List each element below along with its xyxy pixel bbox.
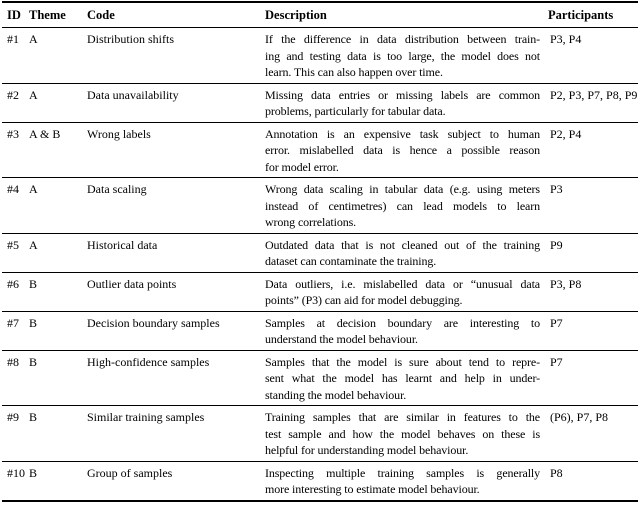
table-row: #10 B Group of samples Inspecting multiple …: [2, 462, 638, 500]
description-line: standing the model behaviour.: [265, 387, 407, 402]
description-line: more interesting to estimate model behav…: [265, 482, 480, 496]
cell-id: #4: [7, 182, 19, 196]
cell-theme: A: [29, 237, 38, 252]
cell-id: #2: [7, 87, 19, 102]
cell-description: If the difference in data distribution b…: [265, 31, 548, 81]
cell-id: #1: [7, 32, 19, 46]
description-line: test sample and how the model behaves on…: [265, 426, 540, 441]
description-line: Samples at decision boundary are interes…: [265, 315, 540, 330]
table-row: #3 A & B Wrong labels Annotation is an expe…: [2, 123, 638, 178]
cell-participants: P8: [550, 465, 563, 480]
description-line: Samples that the model is sure about ten…: [265, 354, 540, 369]
cell-code: Outlier data points: [87, 276, 177, 291]
cell-id: #3: [7, 126, 19, 141]
header-cell-theme: Theme: [29, 8, 66, 22]
cell-theme: B: [29, 410, 38, 424]
table-row: #8 B High-confidence samples Samples that t…: [2, 351, 638, 406]
cell-code: Similar training samples: [87, 410, 205, 424]
description-line: Data outliers, i.e. mislabelled data or …: [265, 276, 540, 291]
description-line: Inspecting multiple training samples is …: [265, 465, 540, 480]
cell-id: #6: [7, 276, 19, 291]
description-line: Outdated data that is not cleaned out of…: [265, 237, 540, 252]
table-row: #5 A Historical data Outdated data that is …: [2, 234, 638, 273]
header-cell-code: Code: [87, 8, 115, 22]
table-row: #9 B Similar training samples Training samp…: [2, 406, 638, 462]
cell-theme: A: [29, 87, 38, 102]
cell-theme: B: [29, 465, 38, 480]
cell-code: Wrong labels: [87, 126, 151, 141]
cell-participants: P7: [550, 354, 563, 369]
cell-id: #10: [7, 465, 25, 480]
description-line: understand the model behaviour.: [265, 332, 418, 346]
table-row: #7 B Decision boundary samples Samples at d…: [2, 312, 638, 351]
description-line: instead of centimetres) can lead models …: [265, 198, 540, 213]
description-line: Wrong data scaling in tabular data (e.g.…: [265, 182, 540, 196]
cell-id: #9: [7, 410, 19, 424]
cell-description: Samples at decision boundary are interes…: [265, 315, 548, 348]
cell-participants: P2, P3, P7, P8, P9: [550, 87, 638, 102]
cell-theme: B: [29, 315, 38, 330]
description-line: sent what the model has learnt and help …: [265, 371, 540, 385]
cell-code: Data unavailability: [87, 87, 179, 102]
cell-description: Training samples that are similar in fea…: [265, 409, 548, 459]
cell-theme: B: [29, 354, 38, 369]
cell-description: Samples that the model is sure about ten…: [265, 354, 548, 404]
cell-participants: P9: [550, 237, 563, 252]
description-line: If the difference in data distribution b…: [265, 32, 540, 46]
cell-participants: P7: [550, 315, 563, 330]
description-line: points” (P3) can aid for model debugging…: [265, 293, 463, 307]
table-row: #2 A Data unavailability Missing data entri…: [2, 84, 638, 123]
cell-description: Annotation is an expensive task subject …: [265, 126, 548, 176]
description-line: wrong correlations.: [265, 215, 357, 229]
table-row: #6 B Outlier data points Data outliers, i.e…: [2, 273, 638, 312]
description-line: dataset can contaminate the training.: [265, 254, 437, 268]
header-cell-participants: Participants: [548, 8, 614, 22]
cell-id: #5: [7, 237, 19, 252]
description-line: learn. This can also happen over time.: [265, 65, 443, 79]
cell-participants: (P6), P7, P8: [550, 410, 609, 424]
table-header-row: ID Theme Code Description Participants: [2, 3, 638, 28]
description-line: problems, particularly for tabular data.: [265, 104, 446, 118]
cell-code: Group of samples: [87, 465, 173, 480]
table-body: #1 A Distribution shifts If the difference …: [2, 28, 638, 500]
description-line: Annotation is an expensive task subject …: [265, 126, 540, 141]
cell-description: Wrong data scaling in tabular data (e.g.…: [265, 181, 548, 231]
cell-code: Decision boundary samples: [87, 315, 220, 330]
description-line: ing and testing data is too large, the m…: [265, 48, 540, 63]
cell-id: #7: [7, 315, 19, 330]
table-row: #1 A Distribution shifts If the difference …: [2, 28, 638, 84]
cell-participants: P3: [550, 182, 563, 196]
cell-id: #8: [7, 354, 19, 369]
cell-code: Distribution shifts: [87, 32, 175, 46]
cell-code: High-confidence samples: [87, 354, 210, 369]
cell-participants: P3, P4: [550, 32, 582, 46]
description-line: Missing data entries or missing labels a…: [265, 87, 540, 102]
header-cell-description: Description: [265, 8, 327, 22]
description-line: error. mislabelled data is hence a possi…: [265, 143, 540, 157]
cell-description: Outdated data that is not cleaned out of…: [265, 237, 548, 270]
cell-theme: A: [29, 32, 38, 46]
description-line: helpful for understanding model behaviou…: [265, 443, 469, 457]
cell-description: Missing data entries or missing labels a…: [265, 87, 548, 120]
cell-code: Historical data: [87, 237, 158, 252]
cell-participants: P3, P8: [550, 276, 582, 291]
cell-description: Data outliers, i.e. mislabelled data or …: [265, 276, 548, 309]
header-cell-id: ID: [7, 8, 21, 22]
description-line: Training samples that are similar in fea…: [265, 410, 540, 424]
table-row: #4 A Data scaling Wrong data scaling in tab…: [2, 178, 638, 234]
cell-theme: A & B: [29, 126, 61, 141]
cell-participants: P2, P4: [550, 126, 582, 141]
cell-theme: A: [29, 182, 38, 196]
cell-description: Inspecting multiple training samples is …: [265, 465, 548, 498]
cell-code: Data scaling: [87, 182, 147, 196]
cell-theme: B: [29, 276, 38, 291]
description-line: for model error.: [265, 159, 339, 174]
